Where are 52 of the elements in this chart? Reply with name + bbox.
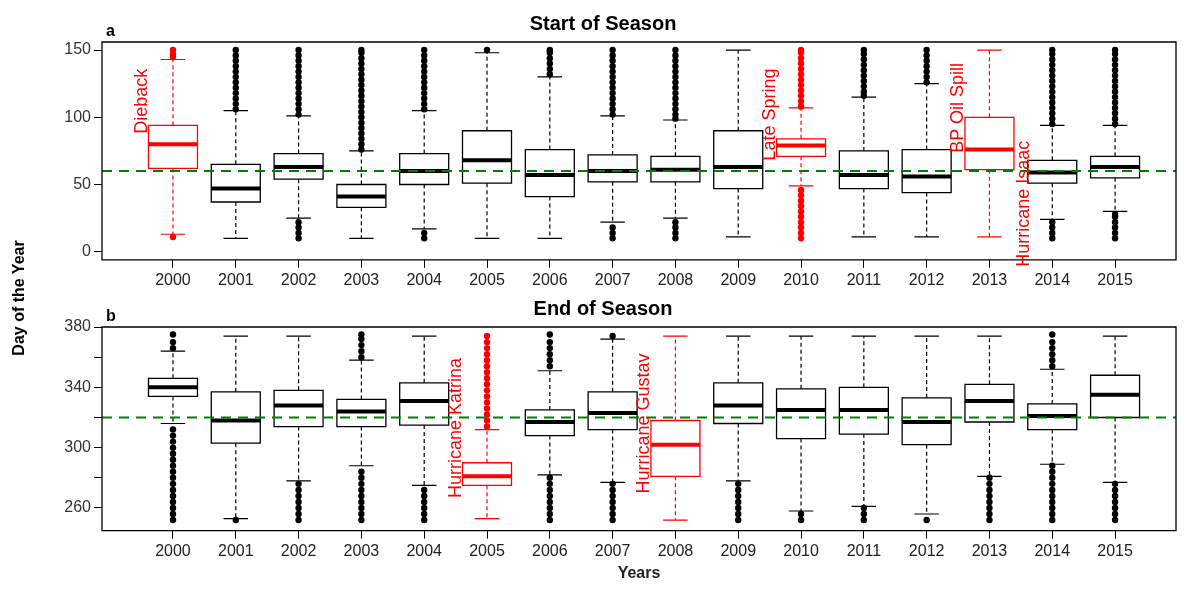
x-tick-label: 2001 — [217, 270, 254, 288]
y-tick-label: 260 — [64, 498, 92, 516]
x-tick-label: 2011 — [846, 270, 882, 288]
y-tick-label: 0 — [82, 242, 92, 260]
annotation: BP Oil Spill — [947, 63, 968, 153]
annotation: Dieback — [130, 67, 151, 134]
annotation: Late Spring — [758, 68, 779, 161]
chart-title: Start of Season — [529, 11, 677, 34]
annotation: Hurricane Isaac — [1012, 140, 1033, 267]
x-tick-label: 2008 — [657, 541, 694, 559]
y-tick-label: 380 — [64, 317, 92, 335]
x-tick-label: 2014 — [1034, 270, 1071, 288]
chart-subtitle: b — [106, 307, 116, 325]
y-axis-title: Day of the Year — [10, 240, 28, 356]
y-tick-label: 50 — [73, 174, 92, 192]
x-tick-label: 2007 — [594, 541, 631, 559]
x-tick-label: 2004 — [406, 270, 443, 288]
x-tick-label: 2000 — [155, 270, 191, 288]
x-tick-label: 2013 — [971, 541, 1008, 559]
x-tick-label: 2003 — [343, 541, 380, 559]
x-tick-label: 2015 — [1097, 270, 1133, 288]
x-tick-label: 2011 — [846, 541, 882, 559]
x-tick-label: 2005 — [469, 541, 505, 559]
chart-title: End of Season — [533, 296, 673, 319]
x-tick-label: 2005 — [469, 270, 505, 288]
x-tick-label: 2007 — [594, 270, 631, 288]
x-tick-label: 2010 — [783, 541, 819, 559]
y-tick-label: 100 — [64, 107, 92, 125]
annotation: Hurricane Gustav — [632, 353, 653, 494]
chart-subtitle: a — [106, 22, 115, 40]
x-tick-label: 2006 — [532, 270, 568, 288]
x-tick-label: 2012 — [908, 541, 945, 559]
annotation: Hurricane Katrina — [444, 357, 465, 499]
x-tick-label: 2002 — [280, 541, 317, 559]
x-axis-title: Years — [617, 563, 661, 581]
x-tick-label: 2004 — [406, 541, 443, 559]
x-tick-label: 2015 — [1097, 541, 1133, 559]
x-tick-label: 2009 — [720, 270, 757, 288]
x-tick-label: 2000 — [155, 541, 191, 559]
x-tick-label: 2012 — [908, 270, 945, 288]
x-tick-label: 2008 — [657, 270, 694, 288]
x-tick-label: 2014 — [1034, 541, 1071, 559]
x-tick-label: 2001 — [217, 541, 254, 559]
x-tick-label: 2002 — [280, 270, 317, 288]
x-tick-label: 2009 — [720, 541, 757, 559]
x-tick-label: 2006 — [532, 541, 568, 559]
x-tick-label: 2010 — [783, 270, 819, 288]
y-tick-label: 340 — [64, 377, 92, 395]
y-tick-label: 300 — [64, 438, 92, 456]
y-tick-label: 150 — [64, 40, 92, 58]
x-tick-label: 2013 — [971, 270, 1008, 288]
x-tick-label: 2003 — [343, 270, 380, 288]
